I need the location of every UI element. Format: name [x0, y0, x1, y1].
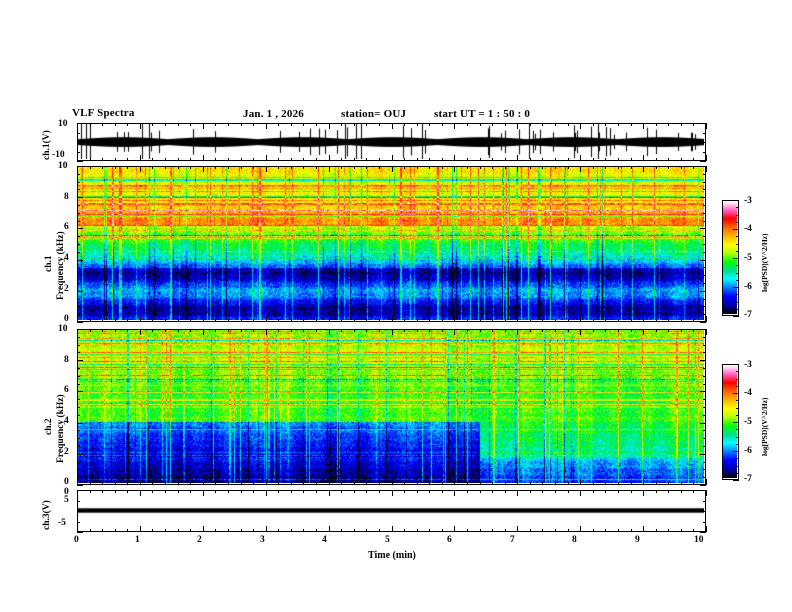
plot-date: Jan. 1 , 2026 — [243, 108, 304, 120]
ch3-wave-ytick-neg5: -5 — [58, 518, 66, 528]
ch1-waveform-panel — [77, 123, 706, 161]
xtick-5: 5 — [385, 535, 390, 545]
ch3-wave-ytick-5: 5 — [64, 495, 69, 505]
ch2-spec-axis-label-ch: ch.2 — [44, 418, 54, 435]
ch1-spec-axis-label-ch: ch.1 — [44, 255, 54, 272]
xtick-10: 10 — [694, 535, 704, 545]
ch2-spec-ytick-10: 10 — [58, 324, 68, 334]
ch1-spec-ytick-2: 2 — [64, 284, 69, 294]
ch2-spec-ytick-8: 8 — [64, 355, 69, 365]
plot-title: VLF Spectra — [72, 107, 135, 119]
ch1-spec-ytick-8: 8 — [64, 192, 69, 202]
xtick-1: 1 — [135, 535, 140, 545]
ch1-spec-ytick-6: 6 — [64, 222, 69, 232]
cb2-tick-neg4: -4 — [744, 388, 752, 398]
ch1-wave-ytick-neg10: -10 — [52, 150, 65, 160]
ch2-spec-ytick-4: 4 — [64, 416, 69, 426]
ch3-wave-ytick-0top: 0 — [64, 487, 69, 497]
x-axis-label: Time (min) — [368, 550, 416, 561]
xtick-3: 3 — [260, 535, 265, 545]
xtick-2: 2 — [197, 535, 202, 545]
ch1-spec-ytick-4: 4 — [64, 253, 69, 263]
ch2-spec-ytick-2: 2 — [64, 447, 69, 457]
xtick-0: 0 — [74, 535, 79, 545]
ch1-waveform-axis-label: ch.1(V) — [42, 130, 52, 160]
cb1-tick-neg3: -3 — [744, 196, 752, 206]
ch1-wave-ytick-10: 10 — [58, 119, 68, 129]
colorbar-ch1-label: log[PSD](V^2/Hz) — [760, 233, 769, 292]
colorbar-ch2-label: log[PSD](V^2/Hz) — [760, 397, 769, 456]
ch2-spec-ytick-6: 6 — [64, 385, 69, 395]
ch2-spec-ytick-0: 0 — [64, 477, 69, 487]
ch3-waveform-axis-label: ch.3(V) — [42, 500, 52, 530]
cb2-tick-neg6: -6 — [744, 446, 752, 456]
cb1-tick-neg7: -7 — [744, 310, 752, 320]
cb2-tick-neg5: -5 — [744, 417, 752, 427]
ch2-spectrogram-panel — [77, 329, 706, 485]
ch1-spec-ytick-0: 0 — [64, 314, 69, 324]
ch1-spec-ytick-10: 10 — [58, 161, 68, 171]
xtick-8: 8 — [572, 535, 577, 545]
xtick-4: 4 — [322, 535, 327, 545]
colorbar-ch2 — [722, 364, 739, 480]
xtick-7: 7 — [510, 535, 515, 545]
plot-station: station= OUJ — [341, 108, 407, 120]
cb2-tick-neg7: -7 — [744, 474, 752, 484]
cb2-tick-neg3: -3 — [744, 360, 752, 370]
plot-start-ut: start UT = 1 : 50 : 0 — [434, 108, 531, 120]
ch3-waveform-panel — [77, 490, 706, 532]
cb1-tick-neg4: -4 — [744, 224, 752, 234]
ch1-spectrogram-panel — [77, 166, 706, 322]
cb1-tick-neg6: -6 — [744, 282, 752, 292]
xtick-6: 6 — [447, 535, 452, 545]
xtick-9: 9 — [635, 535, 640, 545]
colorbar-ch1 — [722, 200, 739, 316]
cb1-tick-neg5: -5 — [744, 253, 752, 263]
